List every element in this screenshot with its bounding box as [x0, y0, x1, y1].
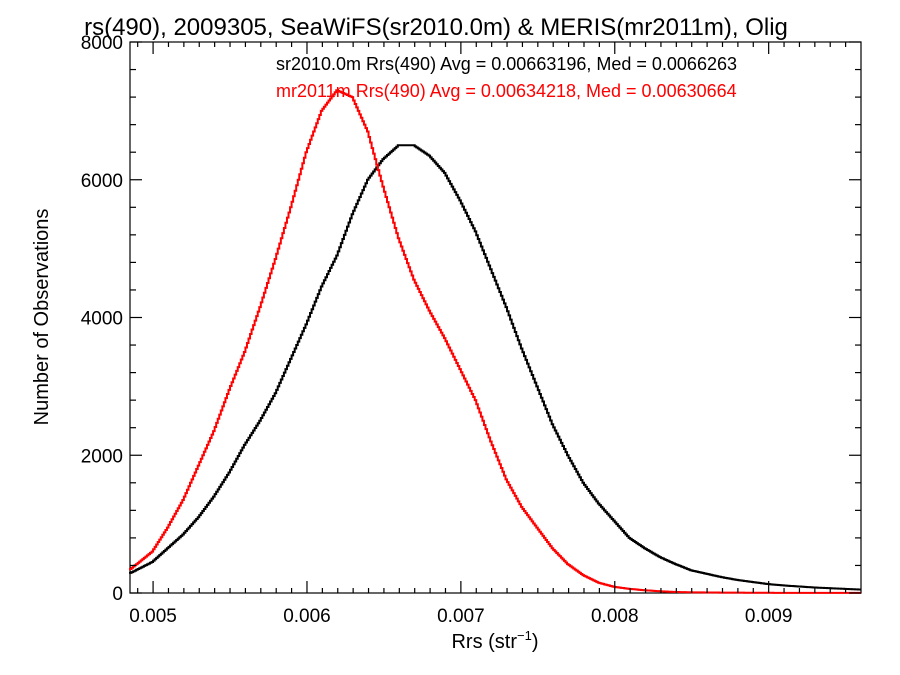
y-tick-label: 4000 — [81, 309, 123, 330]
chart-title: rs(490), 2009305, SeaWiFS(sr2010.0m) & M… — [84, 14, 788, 41]
legend-entry-2: mr2011m Rrs(490) Avg = 0.00634218, Med =… — [276, 81, 737, 101]
y-tick-label: 8000 — [81, 33, 123, 54]
tick-layer: 0.005 0.006 0.007 0.008 0.009 0 2000 4000 6000 80… — [81, 33, 861, 627]
x-axis-label-close: ) — [532, 631, 539, 653]
x-axis-label-superscript: −1 — [517, 628, 532, 643]
x-tick-label: 0.009 — [745, 606, 793, 627]
legend-entry-1: sr2010.0m Rrs(490) Avg = 0.00663196, Med… — [276, 54, 737, 74]
x-axis-label-main: Rrs (str — [451, 631, 517, 653]
series-layer — [129, 89, 861, 594]
x-axis-label: Rrs (str−1) — [451, 628, 538, 653]
series-mr2011m-line — [129, 89, 861, 594]
y-axis-label: Number of Observations — [31, 209, 53, 426]
x-tick-label: 0.007 — [437, 606, 485, 627]
x-tick-label: 0.008 — [591, 606, 639, 627]
plot-frame — [129, 41, 862, 594]
y-tick-label: 0 — [112, 584, 123, 605]
y-tick-label: 6000 — [81, 171, 123, 192]
y-tick-label: 2000 — [81, 446, 123, 467]
x-tick-label: 0.006 — [283, 606, 331, 627]
x-tick-label: 0.005 — [129, 606, 177, 627]
series-sr2010.0m-line — [129, 144, 861, 591]
